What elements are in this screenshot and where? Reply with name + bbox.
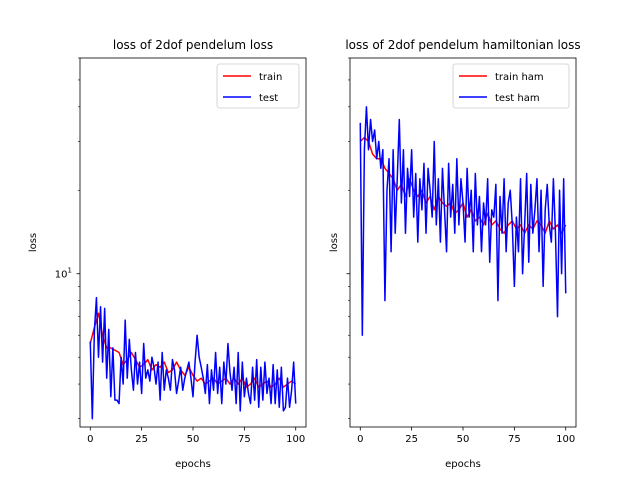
- right-subplot: 0 25 50 75 100 loss of 2dof pendelum hamilton…: [329, 38, 581, 470]
- y-axis-label: loss: [28, 233, 39, 252]
- x-tick-label: 100: [556, 434, 575, 445]
- plot-area: [80, 58, 306, 427]
- x-axis-label: epochs: [445, 459, 481, 470]
- x-tick-label: 50: [457, 434, 470, 445]
- series-line-test: [89, 296, 297, 420]
- x-tick-label: 75: [508, 434, 521, 445]
- legend-label: train ham: [495, 72, 544, 83]
- x-tick-label: 0: [87, 434, 93, 445]
- x-tick-label: 100: [286, 434, 305, 445]
- series-line-test-ham: [359, 106, 567, 336]
- left-subplot: 0 25 50 75 100 101 loss of 2dof pendelum loss e…: [28, 38, 307, 470]
- legend-box: [216, 63, 300, 109]
- legend-label: train: [259, 72, 282, 83]
- y-tick-label: 101: [55, 267, 72, 281]
- x-tick-label: 50: [187, 434, 200, 445]
- legend: train ham test ham: [452, 63, 570, 109]
- legend: train test: [216, 63, 300, 109]
- chart-title: loss of 2dof pendelum hamiltonian loss: [345, 38, 580, 52]
- x-tick-label: 25: [405, 434, 418, 445]
- chart-title: loss of 2dof pendelum loss: [113, 38, 273, 52]
- legend-label: test ham: [495, 93, 540, 104]
- x-tick-label: 75: [238, 434, 251, 445]
- legend-label: test: [259, 93, 278, 104]
- x-tick-label: 25: [135, 434, 148, 445]
- x-tick-label: 0: [357, 434, 363, 445]
- y-axis-label: loss: [329, 233, 340, 252]
- x-axis-label: epochs: [175, 459, 211, 470]
